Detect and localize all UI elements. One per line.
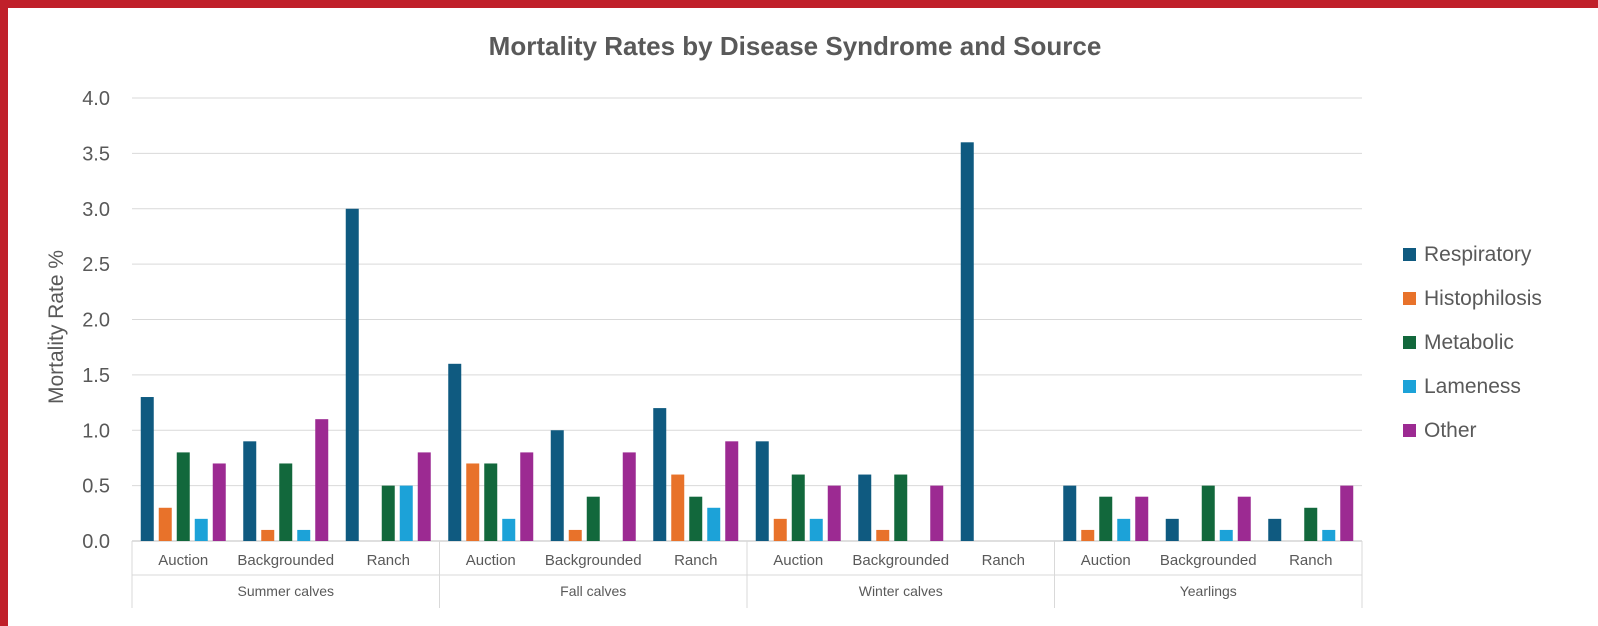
y-tick-label: 3.0 <box>82 199 110 221</box>
y-tick-label: 4.0 <box>82 88 110 110</box>
bar-respiratory <box>140 397 154 541</box>
y-tick-label: 2.5 <box>82 254 110 276</box>
x-tick-label: Auction <box>773 552 823 569</box>
bar-metabolic <box>586 496 600 541</box>
bar-metabolic <box>689 496 703 541</box>
bar-metabolic <box>484 463 498 541</box>
y-tick-label: 0.0 <box>82 531 110 553</box>
bar-other <box>930 485 944 541</box>
bar-respiratory <box>653 408 667 541</box>
gridlines: 0.0 0.5 1.0 1.5 2.0 2.5 3.0 3.5 4.0 <box>82 88 1362 553</box>
legend-item: Histophilosis <box>1403 287 1542 310</box>
legend-item: Metabolic <box>1403 331 1514 354</box>
bars <box>140 142 1354 542</box>
legend-item: Other <box>1403 419 1477 442</box>
bar-respiratory <box>345 208 359 541</box>
x-tick-label: Ranch <box>367 552 410 569</box>
x-tick-label: Auction <box>1081 552 1131 569</box>
legend-swatch <box>1403 336 1416 349</box>
bar-other <box>417 452 431 541</box>
x-group-label: Fall calves <box>560 583 626 599</box>
x-tick-label: Backgrounded <box>545 552 642 569</box>
bar-lameness <box>809 518 823 541</box>
y-axis-label: Mortality Rate % <box>45 250 68 404</box>
bar-respiratory <box>960 142 974 542</box>
bar-other <box>520 452 534 541</box>
bar-lameness <box>502 518 516 541</box>
bar-respiratory <box>1268 518 1282 541</box>
legend-label: Other <box>1424 419 1477 442</box>
y-tick-label: 3.5 <box>82 143 110 165</box>
bar-histophilosis <box>773 518 787 541</box>
bar-other <box>1340 485 1354 541</box>
legend-swatch <box>1403 248 1416 261</box>
bar-respiratory <box>1165 518 1179 541</box>
y-tick-label: 1.0 <box>82 420 110 442</box>
bar-respiratory <box>755 441 769 541</box>
bar-respiratory <box>858 474 872 541</box>
bar-histophilosis <box>158 507 172 541</box>
bar-lameness <box>707 507 721 541</box>
bar-metabolic <box>176 452 190 541</box>
legend-label: Histophilosis <box>1424 287 1542 310</box>
legend-swatch <box>1403 380 1416 393</box>
bar-other <box>725 441 739 541</box>
bar-other <box>315 419 329 541</box>
x-tick-label: Ranch <box>1289 552 1332 569</box>
chart-title: Mortality Rates by Disease Syndrome and … <box>489 31 1102 61</box>
bar-lameness <box>194 518 208 541</box>
bar-other <box>622 452 636 541</box>
x-tick-label: Backgrounded <box>852 552 949 569</box>
bar-respiratory <box>550 430 564 541</box>
bar-metabolic <box>791 474 805 541</box>
x-group-label: Summer calves <box>238 583 334 599</box>
chart-canvas: Mortality Rates by Disease Syndrome and … <box>45 31 1542 608</box>
x-tick-label: Backgrounded <box>1160 552 1257 569</box>
legend-swatch <box>1403 424 1416 437</box>
chart-frame: Mortality Rates by Disease Syndrome and … <box>8 8 1598 626</box>
y-tick-label: 0.5 <box>82 476 110 498</box>
bar-other <box>827 485 841 541</box>
legend-item: Lameness <box>1403 375 1521 398</box>
bar-lameness <box>297 529 311 541</box>
bar-respiratory <box>1063 485 1077 541</box>
bar-histophilosis <box>466 463 480 541</box>
bar-histophilosis <box>1081 529 1095 541</box>
bar-respiratory <box>243 441 257 541</box>
legend-label: Metabolic <box>1424 331 1514 354</box>
legend: Respiratory Histophilosis Metabolic Lamenes… <box>1403 243 1542 442</box>
x-axis: Auction Backgrounded Ranch Auction Backgroun… <box>131 541 1363 608</box>
legend-label: Lameness <box>1424 375 1521 398</box>
y-tick-label: 2.0 <box>82 310 110 332</box>
bar-metabolic <box>1201 485 1215 541</box>
bar-metabolic <box>894 474 908 541</box>
bar-other <box>1135 496 1149 541</box>
legend-item: Respiratory <box>1403 243 1532 266</box>
bar-metabolic <box>1304 507 1318 541</box>
bar-metabolic <box>279 463 293 541</box>
x-tick-label: Auction <box>466 552 516 569</box>
y-tick-label: 1.5 <box>82 365 110 387</box>
legend-label: Respiratory <box>1424 243 1532 266</box>
x-tick-label: Ranch <box>674 552 717 569</box>
bar-lameness <box>1117 518 1131 541</box>
bar-histophilosis <box>261 529 275 541</box>
bar-lameness <box>1219 529 1233 541</box>
x-group-label: Yearlings <box>1180 583 1237 599</box>
bar-histophilosis <box>671 474 685 541</box>
bar-metabolic <box>381 485 395 541</box>
bar-lameness <box>1322 529 1336 541</box>
x-tick-label: Backgrounded <box>237 552 334 569</box>
bar-metabolic <box>1099 496 1113 541</box>
bar-other <box>212 463 226 541</box>
x-tick-label: Auction <box>158 552 208 569</box>
bar-lameness <box>399 485 413 541</box>
bar-respiratory <box>448 363 462 541</box>
legend-swatch <box>1403 292 1416 305</box>
bar-other <box>1237 496 1251 541</box>
bar-histophilosis <box>568 529 582 541</box>
bar-histophilosis <box>876 529 890 541</box>
x-group-label: Winter calves <box>859 583 943 599</box>
x-tick-label: Ranch <box>982 552 1025 569</box>
